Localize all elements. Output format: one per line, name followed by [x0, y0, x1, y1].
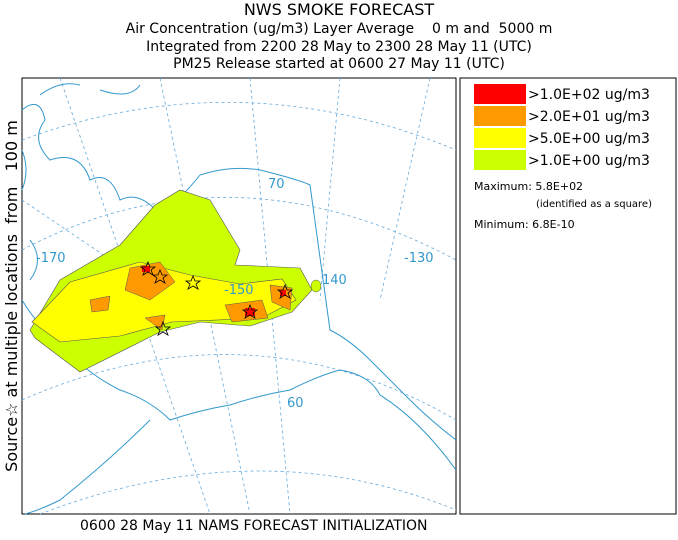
map-label: 140 — [322, 273, 347, 288]
title: NWS SMOKE FORECAST — [244, 0, 435, 19]
map-label: -150 — [224, 283, 254, 298]
legend-label: >2.0E+01 ug/m3 — [528, 109, 650, 125]
maximum: Maximum: 5.8E+02 — [474, 180, 583, 193]
map-label: -170 — [36, 251, 66, 266]
map-label: -130 — [404, 251, 434, 266]
side-label: Source☆ at multiple locations from 100 m — [2, 120, 21, 472]
legend: >1.0E+02 ug/m3 >2.0E+01 ug/m3 >5.0E+00 ug/… — [474, 84, 650, 170]
subtitle: PM25 Release started at 0600 27 May 11 (… — [173, 56, 505, 72]
map-label: 70 — [268, 177, 285, 192]
legend-swatch — [474, 128, 526, 148]
map: -170 -150 140 -130 70 60 — [21, 77, 457, 515]
map-label: 60 — [287, 396, 304, 411]
legend-swatch — [474, 84, 526, 104]
plume — [29, 189, 322, 373]
maximum-note: (identified as a square) — [536, 199, 652, 210]
minimum: Minimum: 6.8E-10 — [474, 218, 575, 231]
legend-swatch — [474, 106, 526, 126]
legend-label: >1.0E+00 ug/m3 — [528, 153, 650, 169]
legend-swatch — [474, 150, 526, 170]
subtitle: Air Concentration (ug/m3) Layer Average … — [126, 21, 553, 37]
sources — [139, 260, 294, 336]
legend-label: >5.0E+00 ug/m3 — [528, 131, 650, 147]
footer: 0600 28 May 11 NAMS FORECAST INITIALIZAT… — [80, 518, 428, 534]
subtitle: Integrated from 2200 28 May to 2300 28 M… — [146, 39, 532, 55]
legend-label: >1.0E+02 ug/m3 — [528, 87, 650, 103]
